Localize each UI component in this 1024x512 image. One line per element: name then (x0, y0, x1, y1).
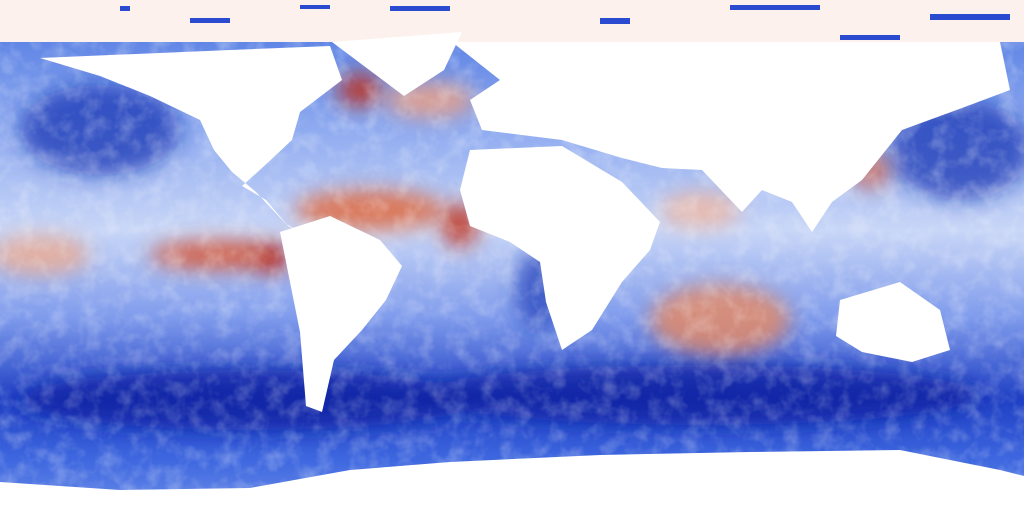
antarctica (0, 450, 1024, 512)
land (0, 32, 1024, 512)
eurasia (452, 42, 1010, 232)
south-america (280, 216, 402, 412)
north-america (40, 46, 342, 232)
australia (836, 282, 950, 362)
greenland (332, 32, 462, 96)
africa (460, 146, 660, 350)
arctic-fragments (120, 5, 1010, 40)
